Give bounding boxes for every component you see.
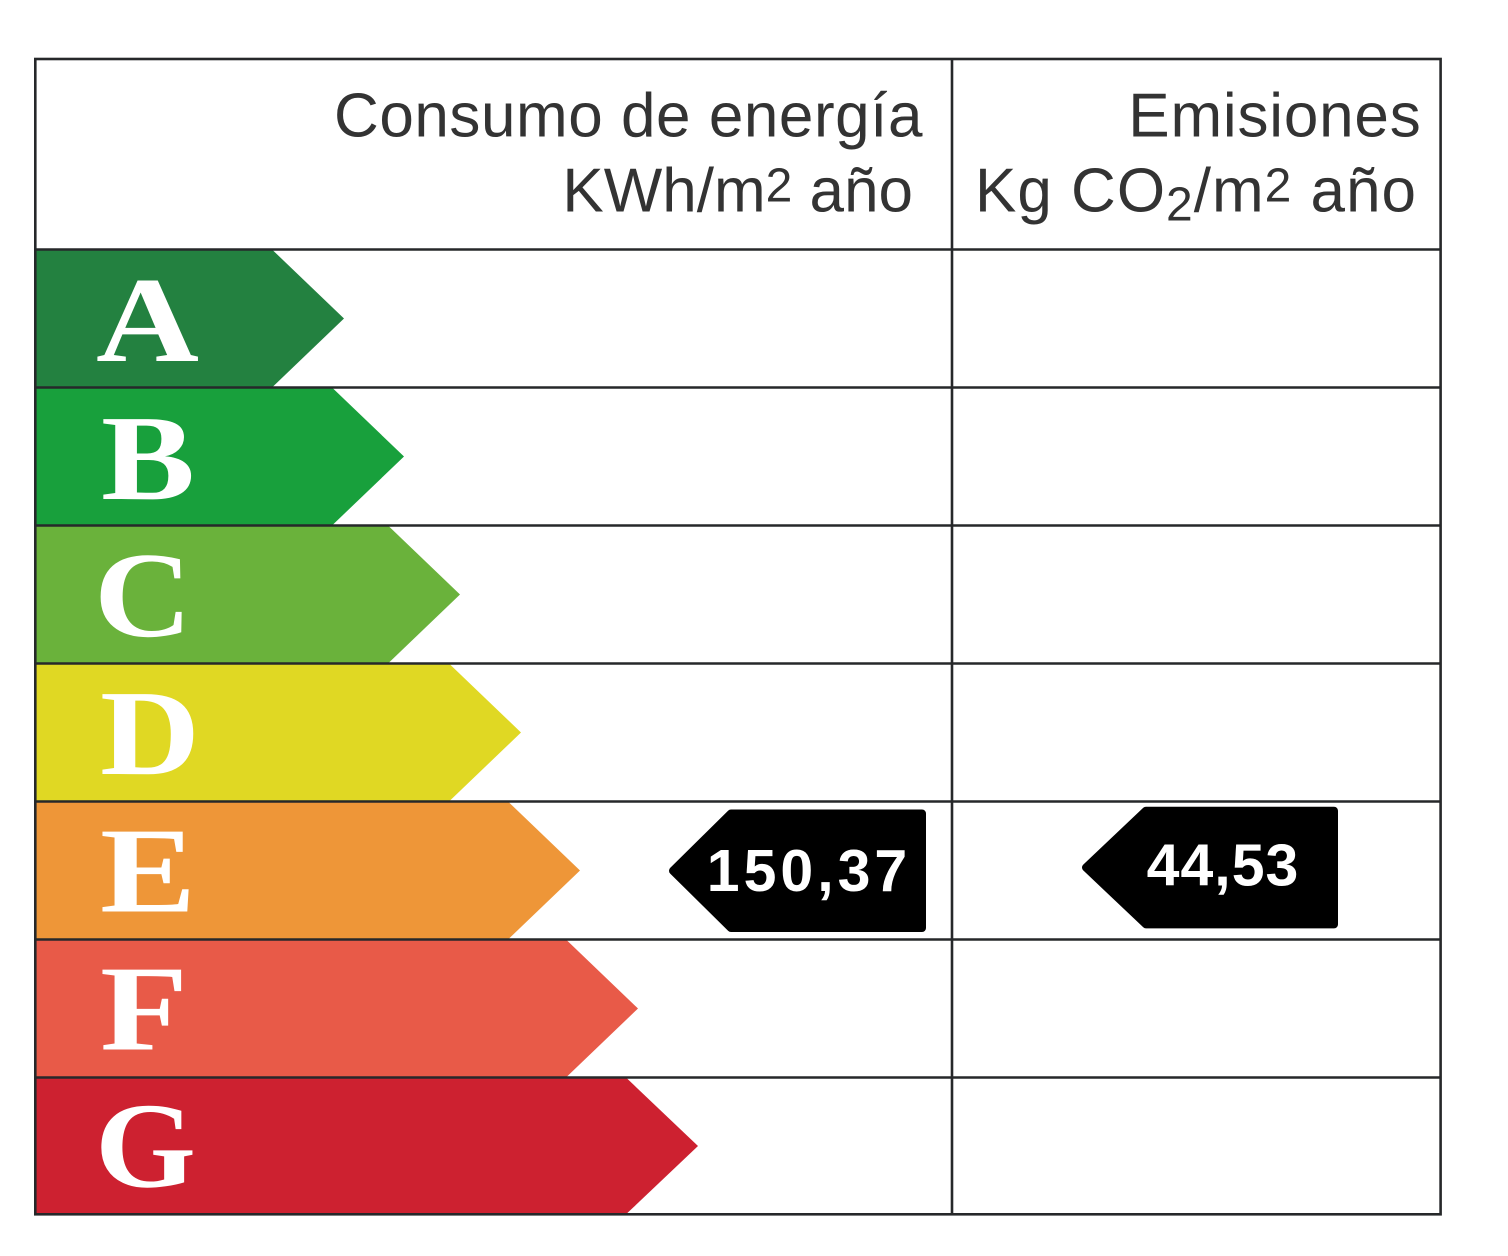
svg-text:Consumo de energía: Consumo de energía [334,82,923,151]
svg-text:A: A [96,253,199,388]
svg-text:E: E [100,804,196,939]
svg-text:B: B [101,391,195,526]
svg-text:Emisiones: Emisiones [1128,82,1421,151]
svg-text:44,53: 44,53 [1147,833,1300,899]
svg-text:C: C [94,528,192,663]
svg-text:G: G [95,1079,196,1214]
svg-text:D: D [100,666,200,801]
svg-text:150,37: 150,37 [707,838,911,904]
svg-text:Kg CO2/m2 año: Kg CO2/m2 año [975,157,1417,232]
svg-text:F: F [100,942,188,1077]
svg-text:KWh/m2 año: KWh/m2 año [562,157,913,226]
